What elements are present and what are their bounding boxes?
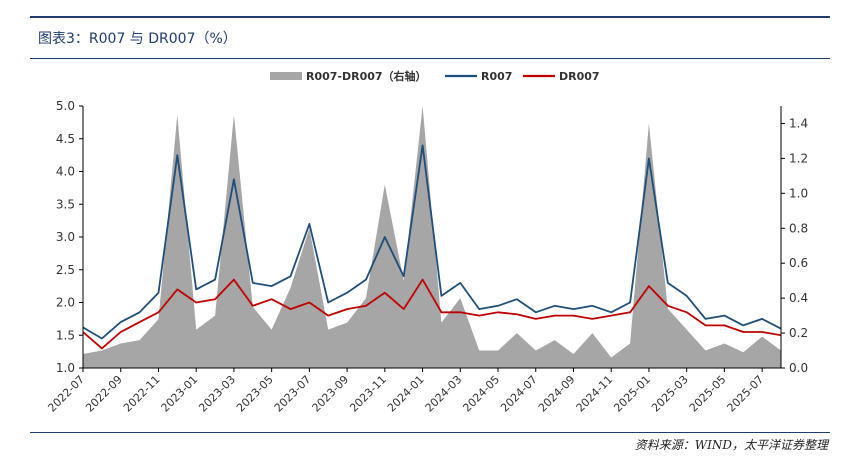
r007-line-layer	[82, 144, 782, 340]
x-tick-label: 2022-09	[83, 373, 125, 415]
x-tick-label: 2023-03	[196, 373, 238, 415]
x-tick-label: 2024-11	[574, 373, 616, 415]
y-left-tick-label: 1.5	[56, 328, 75, 342]
x-tick-label: 2025-07	[725, 373, 767, 415]
x-tick-label: 2025-03	[649, 373, 691, 415]
source-note: 资料来源：WIND，太平洋证券整理	[634, 438, 828, 452]
x-tick-label: 2025-01	[611, 373, 653, 415]
x-tick-label: 2024-03	[423, 373, 465, 415]
y-right-tick-label: 1.0	[789, 186, 808, 200]
legend-label: R007-DR007（右轴）	[306, 69, 427, 83]
y-left-tick-label: 1.0	[56, 361, 75, 375]
legend-label: R007	[481, 70, 512, 83]
y-right-tick-label: 0.8	[789, 221, 808, 235]
x-tick-label: 2025-05	[687, 373, 729, 415]
x-tick-label: 2023-05	[234, 373, 276, 415]
chart-title: 图表3：R007 与 DR007（%）	[38, 31, 237, 47]
x-tick-label: 2024-05	[460, 373, 502, 415]
y-right-tick-label: 0.6	[789, 256, 808, 270]
title-bar: 图表3：R007 与 DR007（%）	[30, 16, 830, 59]
y-right-tick-label: 0.0	[789, 361, 808, 375]
y-left-tick-label: 3.0	[56, 230, 75, 244]
x-tick-label: 2023-11	[347, 373, 389, 415]
x-tick-label: 2024-01	[385, 373, 427, 415]
spread-area-layer	[83, 106, 781, 368]
x-tick-label: 2023-09	[310, 373, 352, 415]
x-tick-label: 2023-07	[272, 373, 314, 415]
y-left-tick-label: 4.5	[56, 132, 75, 146]
y-right-tick-label: 1.2	[789, 151, 808, 165]
spread-area	[83, 106, 781, 368]
y-right-tick-label: 1.4	[789, 116, 808, 130]
dr007-line	[82, 278, 782, 350]
y-left-tick-label: 5.0	[56, 99, 75, 113]
y-left-tick-label: 3.5	[56, 197, 75, 211]
r007-line	[82, 144, 782, 340]
y-left-tick-label: 2.5	[56, 263, 75, 277]
x-tick-label: 2024-07	[498, 373, 540, 415]
y-right-tick-label: 0.4	[789, 291, 808, 305]
bottom-rule	[30, 432, 830, 433]
legend-swatch-spread	[270, 72, 302, 80]
x-tick-label: 2022-07	[45, 373, 87, 415]
dr007-line-layer	[82, 278, 782, 350]
x-tick-label: 2023-01	[159, 373, 201, 415]
x-tick-label: 2024-09	[536, 373, 578, 415]
y-left-tick-label: 2.0	[56, 296, 75, 310]
legend: R007-DR007（右轴） R007 DR007	[270, 69, 600, 83]
y-left-tick-label: 4.0	[56, 165, 75, 179]
legend-label: DR007	[559, 70, 600, 83]
y-right-tick-label: 0.2	[789, 326, 808, 340]
x-tick-label: 2022-11	[121, 373, 163, 415]
